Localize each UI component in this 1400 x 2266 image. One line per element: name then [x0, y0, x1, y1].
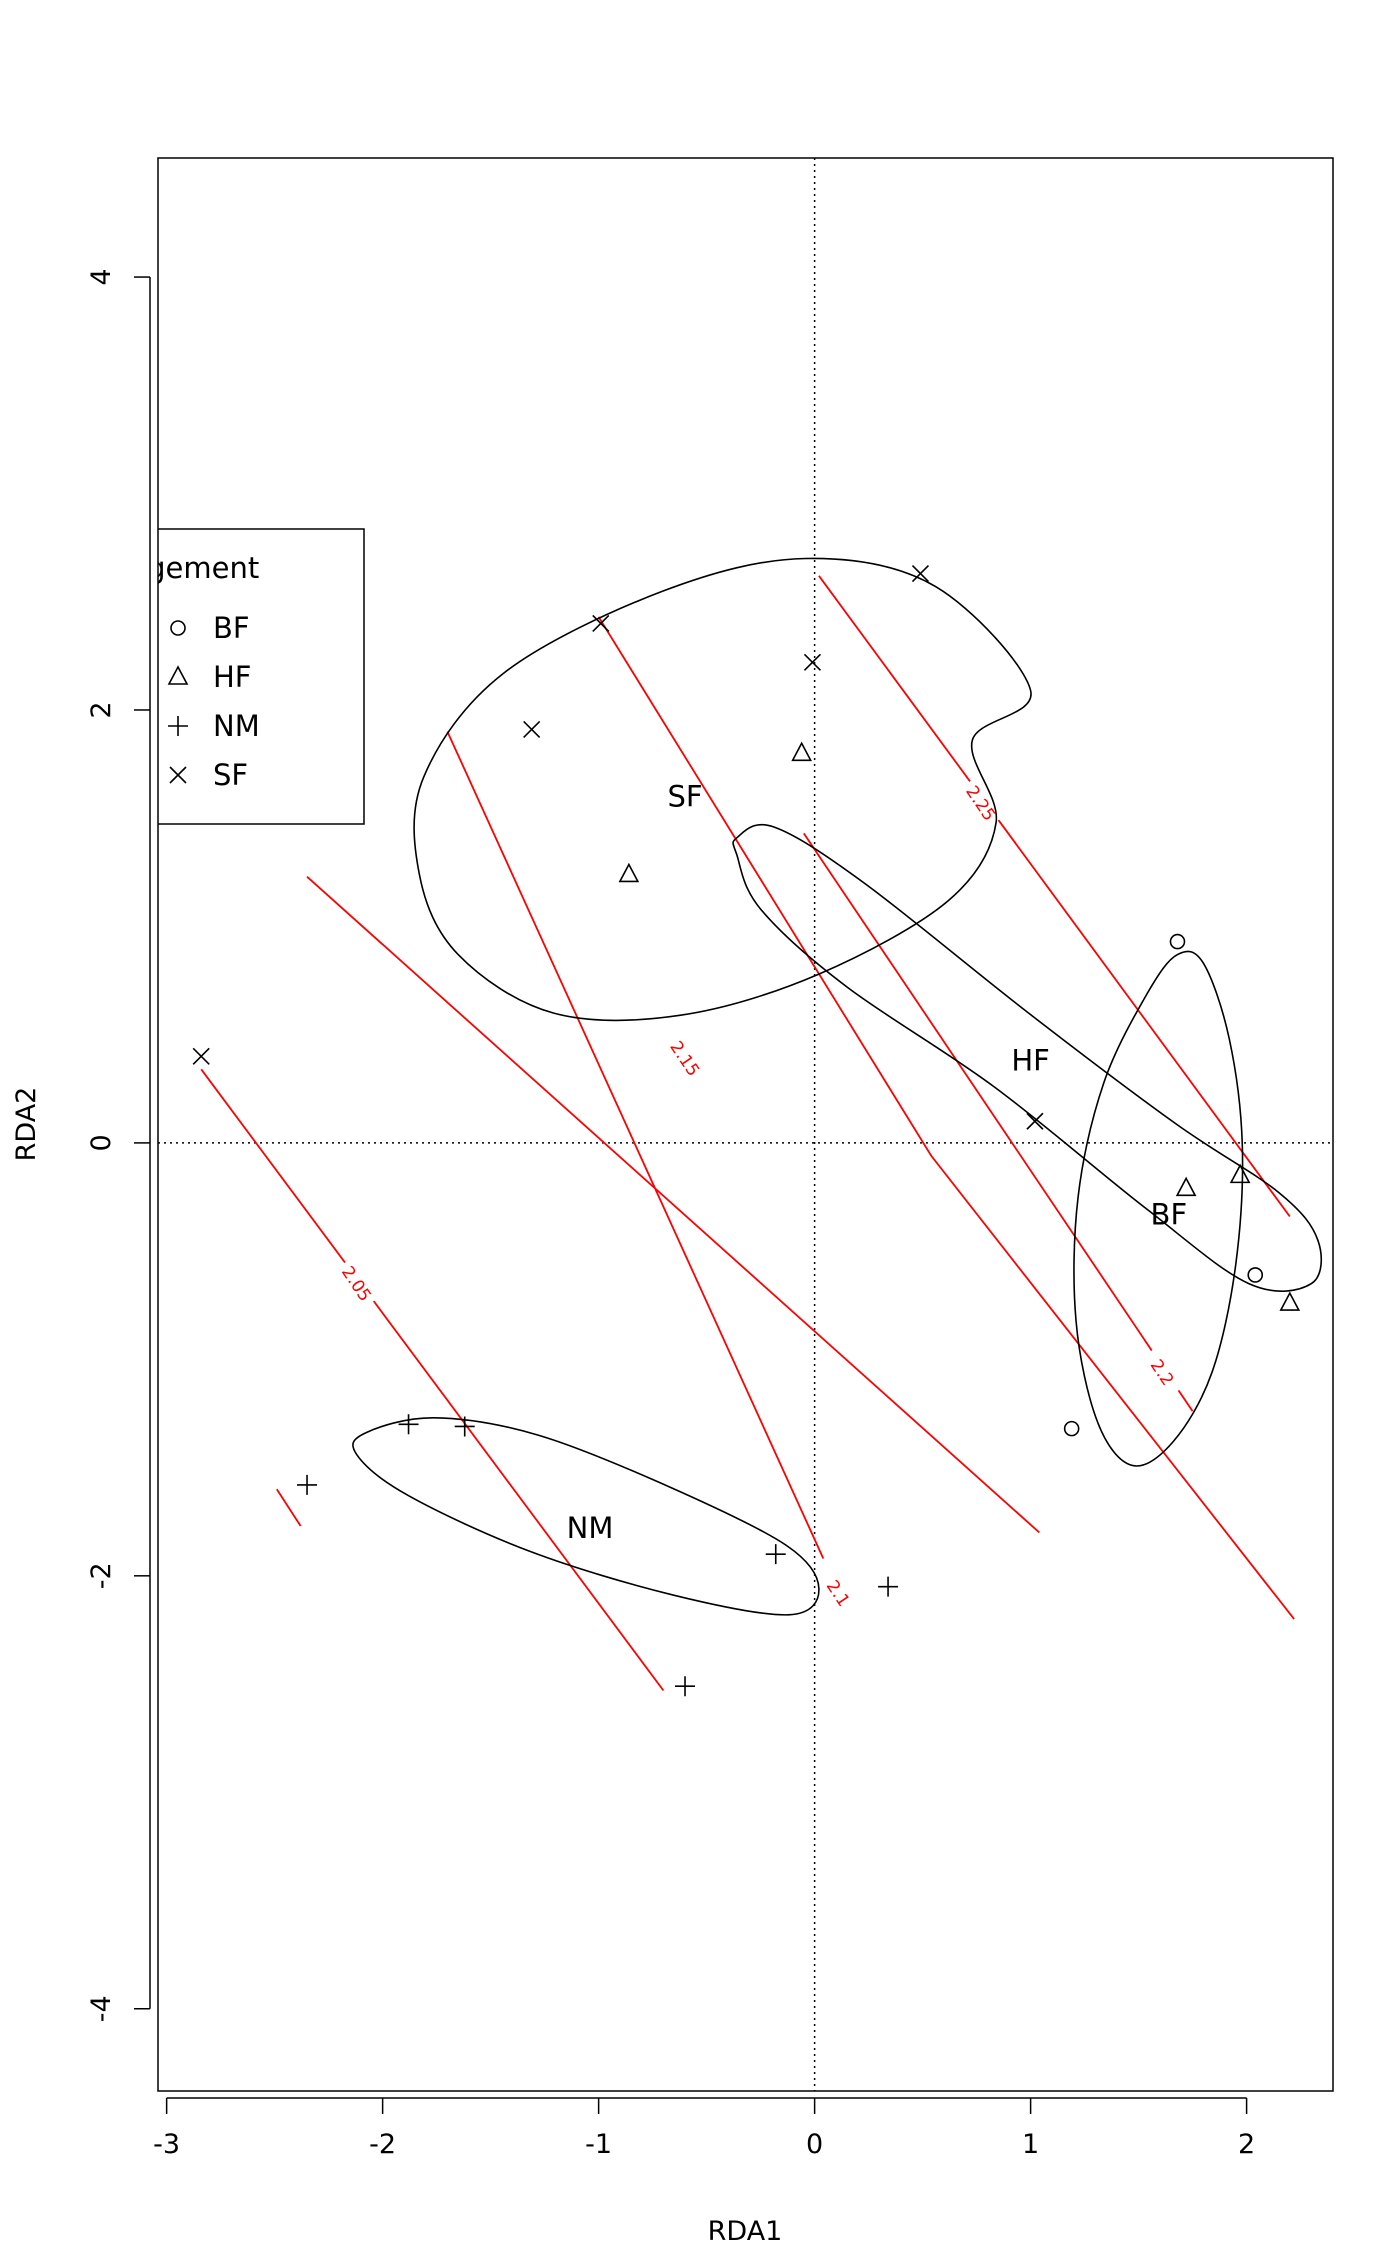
group-label-bf: BF	[1151, 1197, 1188, 1231]
point-sf-0	[911, 565, 930, 583]
contour-label-background	[1139, 1346, 1185, 1399]
group-label-nm: NM	[567, 1511, 614, 1545]
point-nm-2	[297, 1474, 318, 1495]
circle-marker	[1247, 1267, 1264, 1283]
point-nm-5	[675, 1676, 696, 1697]
ellipse-hf	[732, 823, 1323, 1292]
y-tick-label: 0	[86, 1134, 117, 1151]
contour-line-2-1-0	[306, 876, 1040, 1534]
legend-title: nagement	[111, 551, 259, 585]
contour-label-background	[334, 1257, 380, 1310]
point-nm-4	[878, 1576, 899, 1597]
plus-marker	[398, 1414, 419, 1435]
contour-line-2-25-0	[818, 575, 1291, 1218]
circle-marker	[1169, 933, 1186, 950]
ellipse-bf	[1073, 950, 1244, 1467]
x-tick-label: -3	[153, 2129, 180, 2160]
group-ellipses	[352, 557, 1323, 1616]
contour-line-2-05-0	[200, 1068, 665, 1692]
point-hf-1	[618, 862, 640, 883]
x-axis: -3 -2 -1 0 1 2	[153, 2097, 1255, 2160]
y-tick-label: -2	[86, 1562, 117, 1589]
triangle-marker	[167, 665, 189, 685]
cross-marker	[169, 766, 187, 784]
fitted-surface-contours: 2.052.12.152.22.25	[200, 575, 1295, 1692]
x-axis-title: RDA1	[708, 2216, 783, 2247]
point-sf-5	[1026, 1112, 1044, 1130]
contour-line-2-05-1	[276, 1488, 302, 1527]
point-nm-3	[765, 1544, 786, 1565]
plus-marker	[765, 1544, 786, 1565]
cross-marker	[1026, 1112, 1044, 1130]
group-label-sf: SF	[667, 780, 702, 814]
contour-label-background	[958, 777, 1004, 830]
plus-marker	[878, 1576, 899, 1597]
y-axis: -4 -2 0 2 4	[86, 268, 151, 2022]
point-bf-0	[1169, 933, 1186, 950]
point-sf-2	[592, 614, 610, 632]
x-tick-label: 2	[1238, 2129, 1255, 2160]
triangle-marker	[618, 862, 640, 883]
legend-label-bf: BF	[213, 611, 250, 645]
x-tick-label: 0	[806, 2129, 823, 2160]
legend-label-hf: HF	[213, 660, 252, 694]
point-hf-4	[1279, 1291, 1301, 1311]
cross-marker	[592, 614, 610, 632]
point-bf-1	[1247, 1267, 1264, 1283]
ellipse-nm	[352, 1416, 820, 1616]
contour-line-2-1-1	[446, 731, 825, 1559]
point-nm-1	[454, 1416, 475, 1437]
plus-marker	[168, 716, 188, 736]
group-label-hf: HF	[1011, 1044, 1050, 1078]
contour-label-background	[662, 1032, 708, 1085]
legend: nagement BF HF NM SF	[111, 528, 365, 825]
point-hf-2	[1175, 1176, 1197, 1197]
y-tick-label: -4	[86, 1995, 117, 2022]
legend-symbol-bf	[170, 620, 186, 636]
plus-marker	[675, 1676, 696, 1697]
cross-marker	[192, 1047, 210, 1065]
x-tick-label: -1	[585, 2129, 612, 2160]
triangle-marker	[1229, 1163, 1251, 1184]
point-bf-2	[1063, 1420, 1080, 1437]
y-axis-title: RDA2	[11, 1087, 42, 1162]
x-tick-label: -2	[369, 2129, 396, 2160]
point-sf-4	[192, 1047, 210, 1065]
point-sf-3	[523, 720, 541, 739]
y-tick-label: 2	[86, 701, 117, 718]
plus-marker	[454, 1416, 475, 1437]
triangle-marker	[1279, 1291, 1301, 1311]
legend-label-nm: NM	[213, 709, 260, 743]
cross-marker	[523, 720, 541, 739]
point-hf-0	[791, 741, 812, 762]
site-points	[192, 565, 1301, 1697]
legend-symbol-hf	[167, 665, 189, 685]
point-hf-3	[1229, 1163, 1251, 1184]
x-tick-label: 1	[1022, 2129, 1039, 2160]
legend-entries: BF HF NM SF	[167, 611, 260, 792]
point-nm-0	[398, 1414, 419, 1435]
y-tick-label: 4	[86, 268, 117, 285]
plot-area: 2.052.12.152.22.25 SF HF BF NM nagement BF H…	[111, 158, 1333, 2091]
ellipse-sf	[413, 557, 1032, 1022]
contour-label-background	[815, 1567, 861, 1620]
legend-symbol-sf	[169, 766, 187, 784]
legend-symbol-nm	[168, 716, 188, 736]
plot-frame	[157, 157, 1334, 2092]
legend-label-sf: SF	[213, 758, 248, 792]
circle-marker	[1063, 1420, 1080, 1437]
plus-marker	[297, 1474, 318, 1495]
circle-marker	[170, 620, 186, 636]
triangle-marker	[1175, 1176, 1197, 1197]
triangle-marker	[791, 741, 812, 762]
contour-line-2-15-0	[597, 616, 1295, 1620]
cross-marker	[911, 565, 930, 583]
legend-box	[158, 528, 365, 825]
point-sf-1	[803, 653, 822, 671]
contour-line-2-2-0	[803, 832, 1194, 1412]
group-centroid-labels: SF HF BF NM	[567, 780, 1188, 1546]
cross-marker	[803, 653, 822, 671]
